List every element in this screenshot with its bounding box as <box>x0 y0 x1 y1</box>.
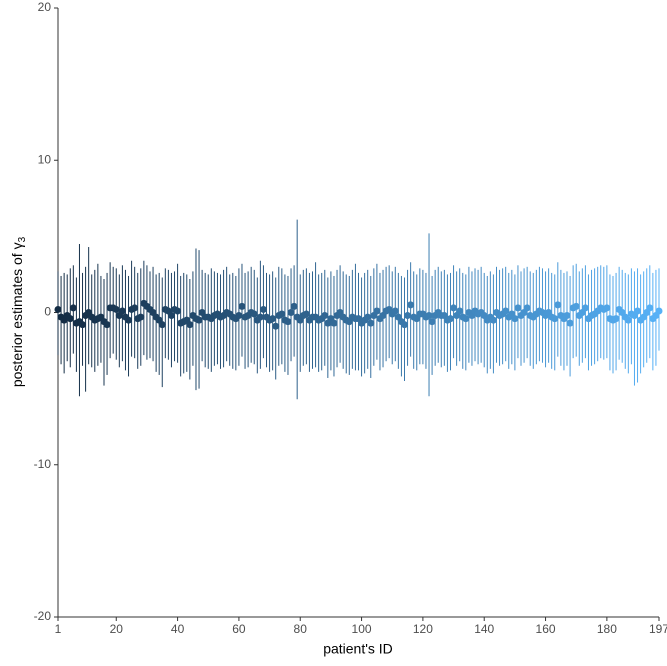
y-tick-label: 10 <box>38 152 52 166</box>
point <box>330 319 338 327</box>
point <box>287 309 295 316</box>
point <box>400 321 408 329</box>
point <box>112 305 120 313</box>
point <box>269 315 277 323</box>
point <box>581 304 589 312</box>
point <box>186 321 194 329</box>
point <box>603 304 611 312</box>
point <box>572 302 580 310</box>
point <box>646 304 654 312</box>
point <box>566 319 574 327</box>
point <box>137 313 145 321</box>
x-tick-label: 180 <box>597 622 617 636</box>
x-tick-label: 20 <box>110 622 124 636</box>
point <box>364 313 372 321</box>
point <box>373 307 381 315</box>
x-tick-label: 197 <box>649 622 667 636</box>
point <box>404 312 412 320</box>
point <box>195 316 203 324</box>
point <box>259 305 267 313</box>
point <box>391 307 399 315</box>
x-tick-label: 160 <box>536 622 556 636</box>
point <box>407 301 415 309</box>
x-tick-label: 1 <box>55 622 62 636</box>
point <box>523 304 531 312</box>
point <box>367 319 375 327</box>
point <box>612 315 620 323</box>
x-tick-label: 120 <box>413 622 433 636</box>
point <box>272 322 280 330</box>
y-axis-title-subscript: 3 <box>17 236 28 242</box>
x-tick-label: 140 <box>474 622 494 636</box>
point <box>321 312 329 320</box>
point <box>66 315 74 323</box>
y-axis-title: posterior estimates of γ3 <box>9 236 28 387</box>
point <box>428 318 436 326</box>
x-tick-label: 80 <box>294 622 308 636</box>
x-axis-title: patient's ID <box>323 641 393 657</box>
point <box>238 302 246 310</box>
point <box>69 304 77 312</box>
point <box>450 304 458 312</box>
point <box>456 307 464 315</box>
point <box>103 321 111 329</box>
point <box>446 315 454 323</box>
point <box>302 310 310 318</box>
point <box>158 321 166 329</box>
point <box>425 312 433 320</box>
point <box>174 307 182 315</box>
point <box>655 307 663 315</box>
point <box>256 313 264 321</box>
point <box>278 310 286 318</box>
point <box>54 305 62 313</box>
point <box>489 316 497 324</box>
y-axis-title-text: posterior estimates of γ <box>9 242 25 387</box>
point <box>563 312 571 320</box>
point <box>462 315 470 323</box>
x-tick-label: 60 <box>232 622 246 636</box>
y-tick-label: -10 <box>34 457 52 471</box>
point <box>551 315 559 323</box>
point <box>554 301 562 309</box>
y-tick-label: -20 <box>34 609 52 623</box>
point <box>514 304 522 312</box>
point <box>624 316 632 324</box>
x-tick-label: 40 <box>171 622 185 636</box>
point <box>290 302 298 310</box>
y-tick-label: 20 <box>38 0 52 14</box>
point <box>250 310 258 318</box>
point <box>118 307 126 315</box>
point <box>634 307 642 315</box>
point <box>131 304 139 312</box>
point <box>125 316 133 324</box>
point <box>79 321 87 329</box>
point <box>511 315 519 323</box>
point <box>284 318 292 326</box>
point <box>235 312 243 320</box>
y-tick-label: 0 <box>44 305 51 319</box>
point <box>167 312 175 320</box>
point <box>502 307 510 315</box>
x-tick-label: 100 <box>352 622 372 636</box>
